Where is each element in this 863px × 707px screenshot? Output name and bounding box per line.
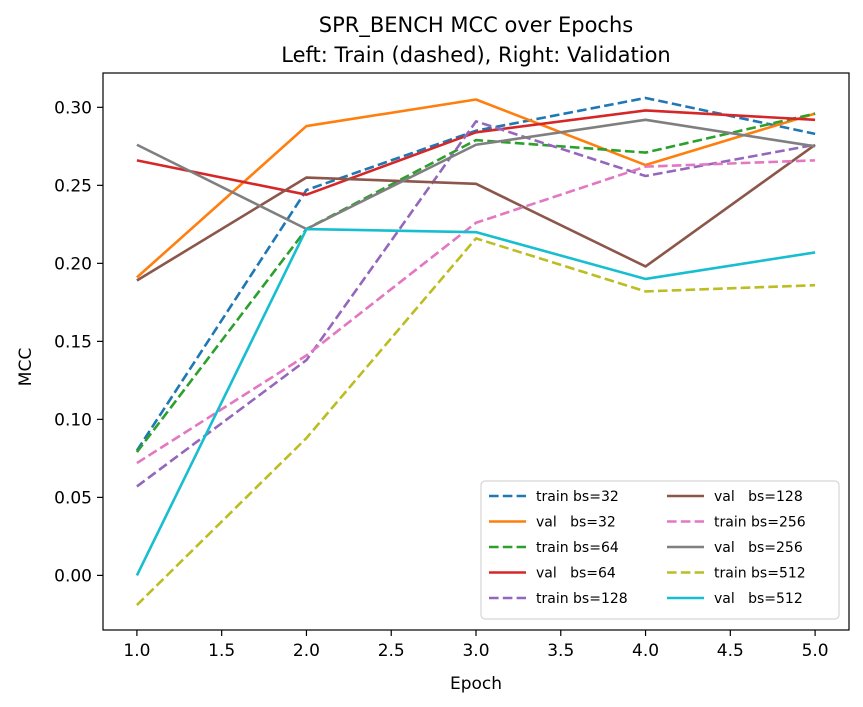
series-line-train-bs-512 xyxy=(135,237,816,606)
y-tick-label: 0.15 xyxy=(54,332,92,352)
series-line-train-bs-64 xyxy=(135,112,816,453)
y-tick-label: 0.05 xyxy=(54,488,92,508)
series-line-val-bs-128 xyxy=(136,143,816,282)
x-axis-ticks: 1.0 1.5 2.0 2.5 3.0 3.5 4.0 4.5 5.0 xyxy=(123,630,829,661)
y-tick-label: 0.10 xyxy=(54,410,92,430)
y-axis-label: MCC xyxy=(16,348,36,386)
x-tick-label: 3.5 xyxy=(547,641,574,661)
legend-label: train bs=256 xyxy=(714,515,806,531)
series-line-val-bs-64 xyxy=(136,109,816,196)
series-line-val-bs-32 xyxy=(136,98,816,279)
y-tick-label: 0.00 xyxy=(54,566,92,586)
series-line-val-bs-512 xyxy=(135,227,816,576)
chart-title-line-2: Left: Train (dashed), Right: Validation xyxy=(281,43,671,67)
x-tick-label: 2.0 xyxy=(293,641,320,661)
legend-label: val bs=64 xyxy=(536,566,616,582)
y-tick-label: 0.20 xyxy=(54,254,92,274)
legend-label: val bs=256 xyxy=(714,540,803,556)
legend-label: train bs=128 xyxy=(536,591,628,607)
x-axis-label: Epoch xyxy=(450,674,502,694)
series-line-train-bs-256 xyxy=(136,159,816,465)
x-tick-label: 4.0 xyxy=(632,641,659,661)
legend-label: train bs=512 xyxy=(714,566,806,582)
series-line-val-bs-256 xyxy=(136,118,816,231)
legend: train bs=32 val bs=32 train bs=64 val bs=64… xyxy=(480,480,840,620)
legend-label: val bs=128 xyxy=(714,489,803,505)
x-tick-label: 4.5 xyxy=(717,641,744,661)
legend-label: train bs=64 xyxy=(536,540,619,556)
chart-title-line-1: SPR_BENCH MCC over Epochs xyxy=(319,13,633,38)
x-tick-label: 1.0 xyxy=(123,641,150,661)
legend-label: val bs=32 xyxy=(536,515,616,531)
x-tick-label: 5.0 xyxy=(802,641,829,661)
legend-label: val bs=512 xyxy=(714,591,803,607)
legend-label: train bs=32 xyxy=(536,489,619,505)
x-tick-label: 2.5 xyxy=(378,641,405,661)
y-tick-label: 0.30 xyxy=(54,98,92,118)
y-tick-label: 0.25 xyxy=(54,176,92,196)
x-tick-label: 1.5 xyxy=(208,641,235,661)
series-line-train-bs-32 xyxy=(135,96,816,452)
legend-box xyxy=(480,480,840,620)
x-tick-label: 3.0 xyxy=(462,641,489,661)
y-axis-ticks: 0.00 0.05 0.10 0.15 0.20 0.25 0.30 xyxy=(54,98,103,586)
